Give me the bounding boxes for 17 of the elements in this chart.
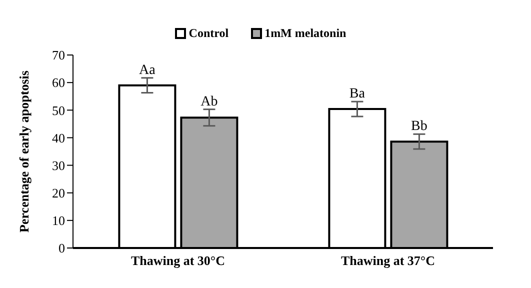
legend-label: 1mM melatonin [264,26,346,41]
y-tick-label: 10 [52,213,65,228]
x-tick-label: Thawing at 30°C [130,253,226,268]
legend-label: Control [188,26,229,41]
y-tick-label: 20 [52,185,65,200]
annotation: Bb [411,119,428,134]
y-tick-label: 30 [52,158,65,173]
y-axis-title: Percentage of early apoptosis [16,70,32,232]
x-tick-label: Thawing at 37°C [340,253,436,268]
y-tick-label: 0 [58,240,65,256]
annotation: Ab [200,94,218,110]
y-tick-label: 60 [52,75,65,90]
annotation: Aa [139,62,156,78]
y-tick-label: 40 [52,130,65,146]
annotation: Ba [349,86,366,102]
y-tick-label: 50 [52,102,65,118]
y-tick-label: 70 [52,48,65,63]
